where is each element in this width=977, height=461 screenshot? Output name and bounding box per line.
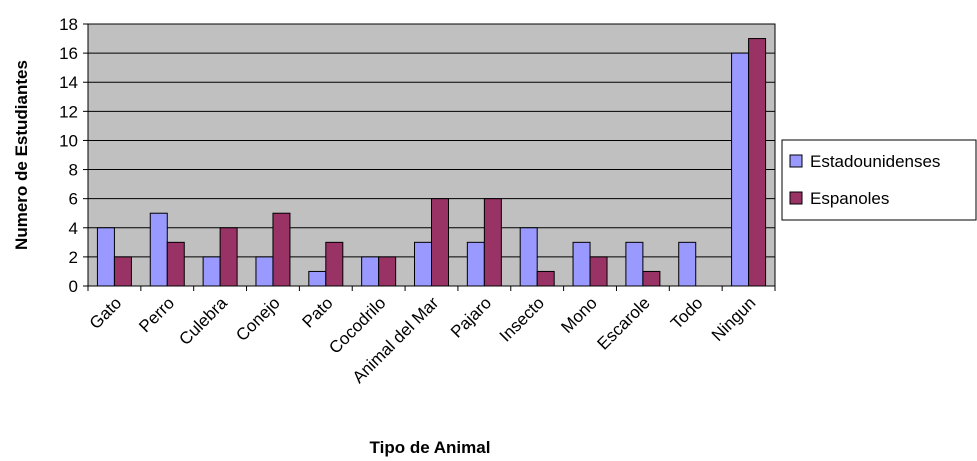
- y-tick-label: 6: [69, 190, 78, 209]
- x-tick-label: Conejo: [232, 293, 284, 345]
- legend-box: [781, 139, 977, 221]
- bar-espanoles-escarole: [642, 270, 661, 287]
- legend-label-estadounidenses: Estadounidenses: [810, 152, 940, 171]
- bar-estadounidenses-culebra: [202, 256, 221, 287]
- legend-swatch-estadounidenses: [789, 154, 803, 168]
- x-tick-label: Mono: [557, 293, 601, 337]
- bar-estadounidenses-perro: [149, 212, 168, 287]
- bar-espanoles-culebra: [219, 227, 238, 287]
- bar-espanoles-mono: [589, 256, 608, 287]
- bar-estadounidenses-ningun: [731, 52, 750, 287]
- legend-label-espanoles: Espanoles: [810, 189, 889, 208]
- bar-estadounidenses-escarole: [625, 241, 644, 287]
- bar-estadounidenses-cocodrilo: [361, 256, 380, 287]
- x-tick-label: Gato: [86, 293, 125, 332]
- y-tick-label: 16: [59, 44, 78, 63]
- x-tick-label: Escarole: [594, 293, 654, 353]
- x-tick-label: Culebra: [175, 293, 231, 349]
- y-tick-label: 4: [69, 219, 78, 238]
- x-tick-label: Pato: [298, 293, 336, 331]
- y-axis-ticks: 0 2 4 6 8 10 12 14 16 18: [59, 15, 88, 296]
- bar-espanoles-ningun: [748, 38, 767, 287]
- x-tick-label: Ningun: [708, 293, 760, 345]
- legend-swatch-espanoles: [789, 191, 803, 205]
- x-tick-label: Todo: [667, 293, 707, 333]
- bar-estadounidenses-gato: [96, 227, 115, 287]
- bar-estadounidenses-conejo: [255, 256, 274, 287]
- bar-espanoles-animal-del-mar: [431, 198, 449, 287]
- x-axis-title: Tipo de Animal: [370, 438, 491, 457]
- bar-estadounidenses-todo: [678, 241, 697, 287]
- bars: [96, 38, 767, 287]
- bar-espanoles-perro: [166, 241, 185, 287]
- x-tick-label: Pajaro: [447, 293, 495, 341]
- y-tick-label: 8: [69, 161, 78, 180]
- x-tick-label: Insecto: [496, 293, 548, 345]
- gridlines: [88, 52, 775, 258]
- bar-espanoles-conejo: [272, 212, 291, 287]
- y-tick-label: 10: [59, 131, 78, 150]
- y-axis-title: Numero de Estudiantes: [12, 60, 31, 250]
- y-tick-label: 12: [59, 102, 78, 121]
- bar-estadounidenses-insecto: [519, 227, 538, 287]
- legend: Estadounidenses Espanoles: [781, 139, 977, 221]
- bar-estadounidenses-pajaro: [466, 241, 485, 287]
- bar-espanoles-insecto: [536, 270, 555, 287]
- bar-espanoles-cocodrilo: [378, 256, 397, 287]
- bar-espanoles-gato: [113, 256, 132, 287]
- y-tick-label: 14: [59, 73, 78, 92]
- bar-espanoles-pajaro: [483, 198, 502, 287]
- x-tick-label: Perro: [135, 293, 178, 336]
- bar-estadounidenses-mono: [572, 241, 591, 287]
- bar-estadounidenses-animal-del-mar: [414, 241, 432, 287]
- y-tick-label: 2: [69, 248, 78, 267]
- y-tick-label: 18: [59, 15, 78, 34]
- bar-espanoles-pato: [325, 241, 344, 287]
- bar-estadounidenses-pato: [308, 270, 327, 287]
- y-tick-label: 0: [69, 277, 78, 296]
